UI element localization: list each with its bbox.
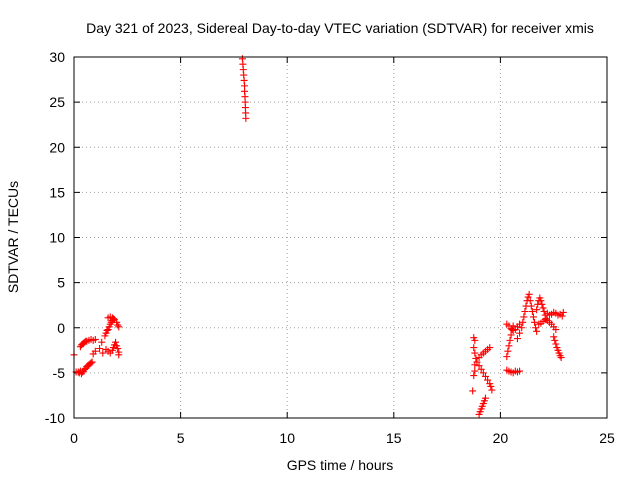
y-axis-label: SDTVAR / TECUs [5, 181, 21, 293]
data-point [550, 333, 558, 341]
data-point [521, 308, 529, 316]
data-point [87, 359, 95, 367]
data-point [505, 342, 513, 350]
data-point [479, 369, 487, 377]
data-point [558, 312, 566, 320]
data-point [488, 386, 496, 394]
data-point [519, 318, 527, 326]
data-point [538, 300, 546, 308]
data-point [526, 297, 534, 305]
chart-title: Day 321 of 2023, Sidereal Day-to-day VTE… [86, 20, 594, 36]
data-point [539, 304, 547, 312]
y-tick-label: 15 [49, 184, 65, 200]
data-point [513, 335, 521, 343]
data-point [551, 336, 559, 344]
data-point [529, 313, 537, 321]
data-point [516, 329, 524, 337]
data-point [503, 353, 511, 361]
data-point [99, 349, 107, 357]
data-point [472, 354, 480, 362]
data-point [98, 338, 106, 346]
data-point [475, 362, 483, 370]
data-point [91, 347, 99, 355]
x-tick-label: 25 [599, 430, 615, 446]
y-tick-label: 20 [49, 139, 65, 155]
y-tick-label: -10 [45, 410, 65, 426]
x-axis-ticks: 0 5 10 15 20 25 [70, 57, 615, 446]
y-tick-label: 5 [57, 275, 65, 291]
data-point [540, 308, 548, 316]
x-tick-label: 5 [177, 430, 185, 446]
data-point [471, 367, 479, 375]
data-point [470, 344, 478, 352]
x-tick-label: 0 [70, 430, 78, 446]
data-point [537, 297, 545, 305]
data-point [481, 372, 489, 380]
data-point [88, 358, 96, 366]
data-point [533, 327, 541, 335]
data-point [504, 347, 512, 355]
data-point [506, 336, 514, 344]
data-point [507, 331, 515, 339]
data-points [70, 55, 567, 418]
data-point [103, 326, 111, 334]
y-tick-label: 30 [49, 49, 65, 65]
data-point [487, 382, 495, 390]
data-point [557, 354, 565, 362]
data-point [471, 336, 479, 344]
data-point [91, 335, 99, 343]
x-axis-label: GPS time / hours [287, 457, 394, 473]
data-point [559, 308, 567, 316]
x-tick-label: 20 [493, 430, 509, 446]
data-point [471, 349, 479, 357]
data-point [481, 394, 489, 402]
data-point [527, 302, 535, 310]
data-point [473, 358, 481, 366]
data-point [115, 323, 123, 331]
data-point [528, 308, 536, 316]
data-point [516, 367, 524, 375]
data-point [469, 387, 477, 395]
plot-frame [73, 56, 608, 419]
data-point [470, 372, 478, 380]
y-tick-label: 10 [49, 230, 65, 246]
y-tick-label: 0 [57, 320, 65, 336]
data-point [552, 326, 560, 334]
x-tick-label: 10 [279, 430, 295, 446]
data-point [477, 365, 485, 373]
data-point [114, 345, 122, 353]
data-point [525, 290, 533, 298]
data-point [242, 114, 250, 122]
data-point [520, 313, 528, 321]
y-axis-ticks: -10 -5 0 5 10 15 20 25 30 [45, 49, 607, 426]
y-tick-label: -5 [53, 365, 66, 381]
data-point [115, 351, 123, 359]
data-point [552, 340, 560, 348]
data-point [96, 345, 104, 353]
data-point [518, 324, 526, 332]
data-point [533, 306, 541, 314]
data-point [112, 338, 120, 346]
x-tick-label: 15 [386, 430, 402, 446]
data-point [486, 344, 494, 352]
data-point [532, 324, 540, 332]
data-point [531, 318, 539, 326]
grid-lines [74, 57, 607, 418]
y-tick-label: 25 [49, 94, 65, 110]
data-point [484, 376, 492, 384]
